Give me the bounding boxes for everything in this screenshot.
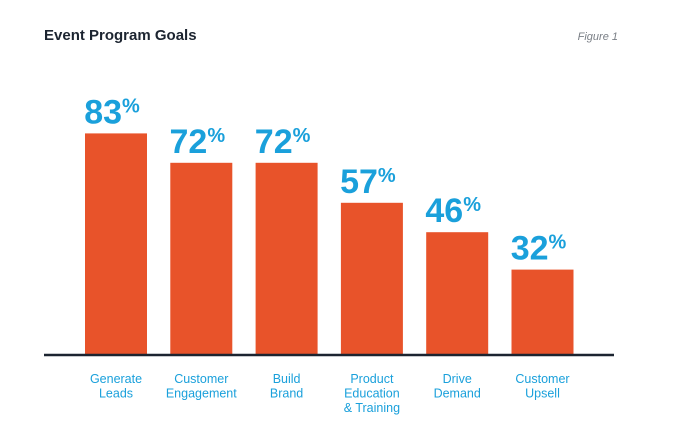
bar-3 xyxy=(340,202,403,355)
data-labels-group: 83% 72% 72% 57% 46% 32% xyxy=(84,93,566,267)
figure-label: Figure 1 xyxy=(578,31,618,43)
category-label-5: Customer Upsell xyxy=(515,372,569,401)
bar-4 xyxy=(426,232,489,355)
data-label-4: 46% xyxy=(425,192,481,230)
category-labels-group: Generate Leads Customer Engagement Build Bran… xyxy=(90,372,570,415)
bar-0 xyxy=(85,133,147,355)
category-label-3: Product Education & Training xyxy=(344,372,400,415)
bars-group xyxy=(85,133,574,355)
bar-2 xyxy=(255,162,318,355)
data-label-1: 72% xyxy=(169,123,225,161)
data-label-3: 57% xyxy=(340,163,396,201)
data-label-0: 83% xyxy=(84,93,140,131)
category-label-0: Generate Leads xyxy=(90,372,142,401)
category-label-1: Customer Engagement xyxy=(166,372,237,401)
data-label-2: 72% xyxy=(255,123,311,161)
bar-5 xyxy=(511,269,574,355)
category-label-2: Build Brand xyxy=(270,372,303,401)
chart-title: Event Program Goals xyxy=(44,27,197,44)
category-label-4: Drive Demand xyxy=(434,372,481,401)
data-label-5: 32% xyxy=(511,230,567,268)
bar-1 xyxy=(170,162,233,355)
